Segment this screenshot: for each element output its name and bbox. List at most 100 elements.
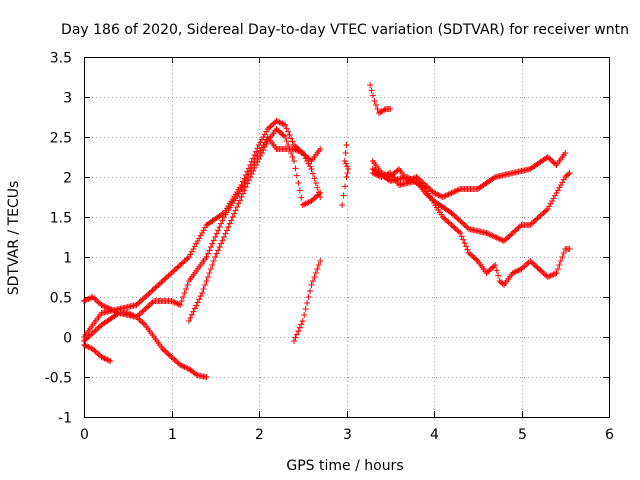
data-point-marker xyxy=(207,266,214,272)
data-point-marker xyxy=(219,237,226,244)
series-track-6 xyxy=(291,258,324,344)
series-track-3 xyxy=(81,118,324,340)
data-point-marker xyxy=(237,197,244,204)
data-point-marker xyxy=(345,166,352,172)
data-point-marker xyxy=(374,106,381,112)
data-point-marker xyxy=(177,302,184,308)
data-point-marker xyxy=(85,344,92,350)
data-point-marker xyxy=(289,154,296,160)
data-point-marker xyxy=(232,207,239,214)
data-point-marker xyxy=(295,148,302,154)
data-point-marker xyxy=(172,300,179,306)
data-point-marker xyxy=(137,298,144,304)
data-point-marker xyxy=(140,320,147,327)
data-point-marker xyxy=(148,288,155,295)
data-point-marker xyxy=(143,304,150,311)
data-point-marker xyxy=(489,264,496,271)
chart-title: Day 186 of 2020, Sidereal Day-to-day VTE… xyxy=(61,22,629,38)
data-point-marker xyxy=(454,187,461,194)
data-point-marker xyxy=(188,311,195,318)
data-point-marker xyxy=(136,311,143,318)
data-point-marker xyxy=(219,211,226,217)
data-point-marker xyxy=(538,268,545,275)
data-point-marker xyxy=(194,299,201,306)
data-point-marker xyxy=(146,302,153,308)
data-point-marker xyxy=(499,237,506,244)
data-point-marker xyxy=(85,334,92,340)
data-point-marker xyxy=(169,355,176,362)
data-point-marker xyxy=(566,246,573,252)
data-point-marker xyxy=(449,211,456,218)
data-point-marker xyxy=(301,151,308,158)
x-tick-label: 0 xyxy=(80,427,89,443)
data-point-marker xyxy=(449,189,456,196)
data-point-marker xyxy=(549,158,556,164)
data-point-marker xyxy=(554,266,561,272)
data-point-marker xyxy=(560,176,567,183)
data-point-marker xyxy=(452,226,459,232)
data-point-marker xyxy=(92,327,99,334)
data-point-marker xyxy=(461,222,468,228)
data-point-marker xyxy=(83,296,90,303)
data-point-marker xyxy=(291,158,297,164)
data-point-marker xyxy=(102,356,109,362)
data-point-marker xyxy=(178,260,185,267)
data-point-marker xyxy=(544,154,551,160)
data-point-marker xyxy=(86,332,93,339)
data-point-marker xyxy=(309,278,316,284)
data-point-marker xyxy=(486,267,493,274)
data-point-marker xyxy=(212,254,219,260)
data-point-marker xyxy=(517,223,524,230)
data-point-marker xyxy=(210,237,217,244)
data-point-marker xyxy=(85,296,92,302)
data-point-marker xyxy=(200,227,207,234)
data-point-marker xyxy=(203,278,210,284)
data-point-marker xyxy=(562,150,569,156)
data-point-marker xyxy=(451,188,458,195)
data-point-marker xyxy=(89,346,96,352)
data-point-marker xyxy=(454,215,461,222)
data-point-marker xyxy=(553,190,560,196)
data-point-marker xyxy=(460,236,467,243)
data-point-marker xyxy=(169,268,176,275)
data-point-marker xyxy=(550,195,557,202)
data-point-marker xyxy=(247,174,254,180)
data-point-marker xyxy=(248,171,255,177)
data-point-marker xyxy=(89,294,96,300)
data-point-marker xyxy=(295,180,302,186)
data-point-marker xyxy=(158,279,165,286)
data-point-marker xyxy=(371,98,378,104)
data-point-marker xyxy=(148,300,155,307)
data-point-marker xyxy=(454,227,461,234)
data-point-marker xyxy=(184,282,191,288)
data-point-marker xyxy=(99,354,106,361)
data-point-marker xyxy=(304,154,311,160)
gridlines xyxy=(84,57,609,417)
data-point-marker xyxy=(495,272,502,279)
data-point-marker xyxy=(279,131,286,138)
data-point-marker xyxy=(302,152,309,159)
data-point-marker xyxy=(546,203,553,210)
data-point-marker xyxy=(531,218,538,224)
data-point-marker xyxy=(343,142,350,148)
data-point-marker xyxy=(209,240,216,247)
data-point-marker xyxy=(547,272,554,279)
data-point-marker xyxy=(307,163,314,170)
x-tick-label: 1 xyxy=(168,427,177,443)
data-point-marker xyxy=(250,155,257,162)
data-point-marker xyxy=(145,303,152,310)
data-point-marker xyxy=(210,258,217,264)
data-point-marker xyxy=(451,224,458,231)
data-point-marker xyxy=(264,126,271,132)
data-point-marker xyxy=(276,119,283,126)
data-point-marker xyxy=(447,190,454,197)
y-tick-label: -1 xyxy=(58,411,72,427)
data-point-marker xyxy=(167,352,174,359)
data-point-marker xyxy=(505,234,512,240)
data-point-marker xyxy=(256,156,262,162)
data-point-marker xyxy=(280,121,287,128)
data-point-marker xyxy=(511,269,518,276)
data-point-marker xyxy=(470,254,477,260)
data-point-marker xyxy=(317,258,324,264)
data-point-marker xyxy=(190,246,197,252)
